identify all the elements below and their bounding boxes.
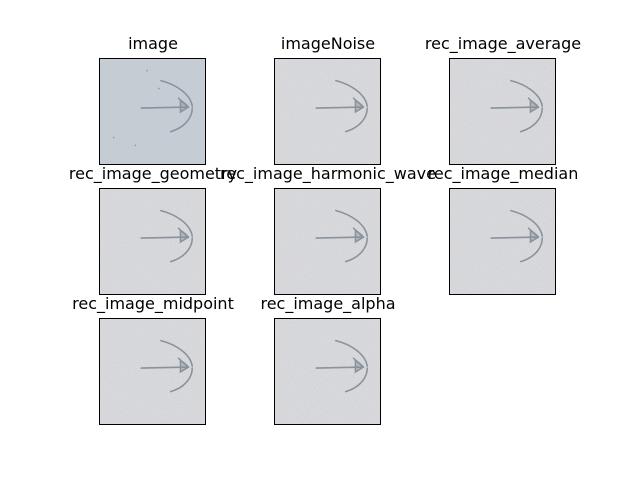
specimen-picture: [450, 59, 555, 164]
specimen-shape: [490, 209, 544, 263]
specimen-shape: [140, 339, 194, 393]
panel-title-harmonic-wave: rec_image_harmonic_wave: [220, 164, 436, 183]
specimen-picture: [100, 319, 205, 424]
specimen-picture: [275, 59, 380, 164]
specimen-shape: [315, 209, 369, 263]
specimen-shape: [140, 79, 194, 133]
panel-image-median: [449, 188, 556, 295]
panel-title-imagenoise: imageNoise: [280, 34, 376, 53]
specimen-picture: [275, 189, 380, 294]
panel-title-median: rec_image_median: [427, 164, 579, 183]
panel-image-average: [449, 58, 556, 165]
panel-image-clean: [99, 58, 206, 165]
specimen-picture: [275, 319, 380, 424]
panel-title-midpoint: rec_image_midpoint: [72, 294, 234, 313]
panel-image-noise: [274, 58, 381, 165]
panel-title-average: rec_image_average: [424, 34, 582, 53]
panel-title-geometry: rec_image_geometry: [68, 164, 238, 183]
specimen-shape: [315, 339, 369, 393]
specimen-picture: [100, 59, 205, 164]
specimen-picture: [100, 189, 205, 294]
panel-image-harmonic-wave: [274, 188, 381, 295]
specimen-shape: [315, 79, 369, 133]
specimen-shape: [490, 79, 544, 133]
specimen-shape: [140, 209, 194, 263]
panel-image-alpha: [274, 318, 381, 425]
panel-title-image: image: [128, 34, 178, 53]
panel-title-alpha: rec_image_alpha: [260, 294, 396, 313]
specimen-picture: [450, 189, 555, 294]
panel-image-geometry: [99, 188, 206, 295]
panel-image-midpoint: [99, 318, 206, 425]
